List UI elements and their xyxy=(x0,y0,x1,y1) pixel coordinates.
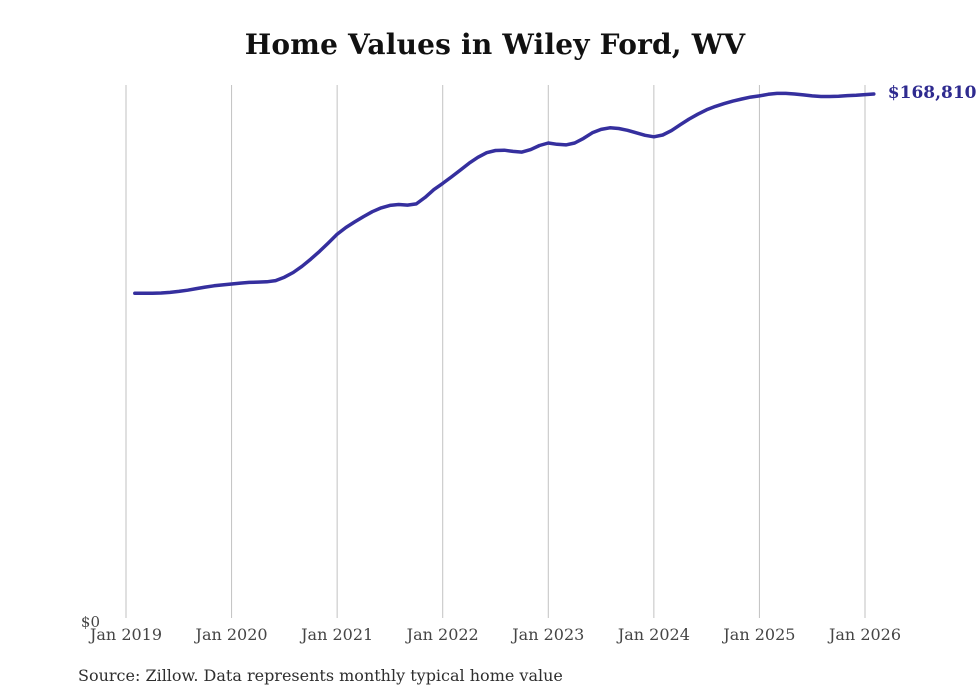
x-tick-label: Jan 2024 xyxy=(617,625,690,644)
source-note: Source: Zillow. Data represents monthly … xyxy=(78,666,563,685)
x-tick-label: Jan 2021 xyxy=(301,625,374,644)
x-tick-label: Jan 2025 xyxy=(723,625,796,644)
x-tick-label: Jan 2026 xyxy=(828,625,902,644)
latest-value-label: $168,810 xyxy=(887,82,977,103)
gridlines xyxy=(125,85,866,618)
chart-title: Home Values in Wiley Ford, WV xyxy=(244,28,746,61)
x-tick-label: Jan 2022 xyxy=(406,625,479,644)
home-value-line xyxy=(133,91,876,296)
y-axis-zero-label: $0 xyxy=(80,613,100,631)
x-tick-label: Jan 2020 xyxy=(195,625,268,644)
x-tick-label: Jan 2019 xyxy=(89,625,163,644)
x-tick-label: Jan 2023 xyxy=(512,625,585,644)
